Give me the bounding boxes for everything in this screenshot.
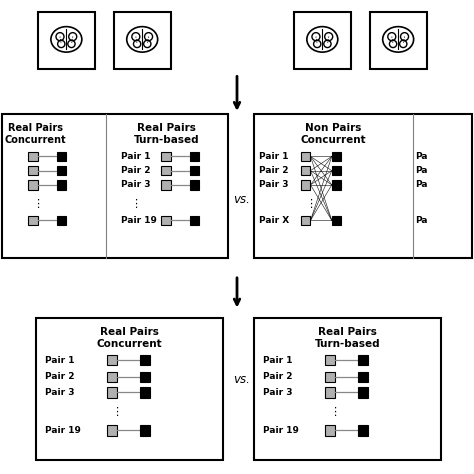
Bar — [57, 152, 66, 161]
Text: Pair 3: Pair 3 — [263, 388, 292, 397]
Bar — [332, 166, 341, 175]
Bar — [358, 425, 368, 436]
Bar — [370, 12, 427, 69]
Bar — [28, 180, 38, 190]
Bar — [358, 355, 368, 365]
Text: Real Pairs: Real Pairs — [137, 123, 196, 133]
Bar — [140, 387, 150, 398]
Bar — [57, 216, 66, 225]
Text: ⋮: ⋮ — [32, 199, 44, 209]
Bar — [301, 180, 310, 190]
Bar — [358, 372, 368, 382]
Text: Concurrent: Concurrent — [4, 135, 66, 145]
Bar — [57, 180, 66, 190]
Bar — [254, 318, 441, 460]
Text: Pair 3: Pair 3 — [45, 388, 74, 397]
Bar — [114, 12, 171, 69]
Bar — [28, 166, 38, 175]
Bar — [301, 166, 310, 175]
Text: Pair 2: Pair 2 — [259, 166, 289, 175]
Text: Pair 19: Pair 19 — [263, 426, 299, 435]
Text: vs.: vs. — [233, 373, 250, 386]
Bar — [140, 425, 150, 436]
Bar — [358, 387, 368, 398]
Bar — [161, 166, 171, 175]
Bar — [38, 12, 95, 69]
Bar — [36, 318, 223, 460]
Bar — [325, 355, 335, 365]
Text: Pair 2: Pair 2 — [263, 373, 292, 381]
Text: Non Pairs: Non Pairs — [305, 123, 361, 133]
Text: Turn-based: Turn-based — [134, 135, 200, 145]
Text: Pair X: Pair X — [259, 216, 290, 225]
Bar — [301, 152, 310, 161]
Bar — [161, 180, 171, 190]
Text: Pa: Pa — [415, 181, 428, 189]
Bar — [325, 425, 335, 436]
Text: Pair 19: Pair 19 — [45, 426, 81, 435]
Text: Real Pairs: Real Pairs — [100, 327, 159, 337]
Text: Real Pairs: Real Pairs — [318, 327, 377, 337]
Bar — [140, 372, 150, 382]
Bar — [301, 216, 310, 225]
Bar — [57, 166, 66, 175]
Text: Pair 19: Pair 19 — [121, 216, 157, 225]
Bar — [325, 372, 335, 382]
Text: vs.: vs. — [233, 192, 250, 206]
Bar — [254, 114, 472, 258]
Text: Pa: Pa — [415, 152, 428, 161]
Bar — [28, 216, 38, 225]
Text: Pair 2: Pair 2 — [45, 373, 74, 381]
Bar — [190, 166, 199, 175]
Bar — [107, 372, 117, 382]
Text: Pair 1: Pair 1 — [263, 356, 292, 365]
Bar — [190, 216, 199, 225]
Text: Pa: Pa — [415, 216, 428, 225]
Bar — [107, 355, 117, 365]
Text: Pa: Pa — [415, 166, 428, 175]
Bar — [107, 425, 117, 436]
Text: Pair 2: Pair 2 — [121, 166, 150, 175]
Text: ⋮: ⋮ — [130, 199, 141, 209]
Text: Pair 1: Pair 1 — [45, 356, 74, 365]
Text: Concurrent: Concurrent — [301, 135, 366, 145]
Text: Pair 3: Pair 3 — [259, 181, 289, 189]
Bar — [190, 152, 199, 161]
Bar — [161, 152, 171, 161]
Bar — [325, 387, 335, 398]
Text: ⋮: ⋮ — [110, 407, 122, 418]
Text: ⋮: ⋮ — [328, 407, 340, 418]
Text: Pair 1: Pair 1 — [121, 152, 150, 161]
Bar — [2, 114, 228, 258]
Text: Pair 3: Pair 3 — [121, 181, 150, 189]
Bar — [332, 152, 341, 161]
Bar — [332, 180, 341, 190]
Bar — [28, 152, 38, 161]
Text: Concurrent: Concurrent — [96, 338, 162, 349]
Bar — [332, 216, 341, 225]
Bar — [140, 355, 150, 365]
Text: Pair 1: Pair 1 — [259, 152, 289, 161]
Text: Turn-based: Turn-based — [314, 338, 380, 349]
Text: ⋮: ⋮ — [305, 199, 316, 209]
Bar — [107, 387, 117, 398]
Text: Real Pairs: Real Pairs — [8, 123, 63, 133]
Bar — [190, 180, 199, 190]
Bar — [161, 216, 171, 225]
Bar — [294, 12, 351, 69]
